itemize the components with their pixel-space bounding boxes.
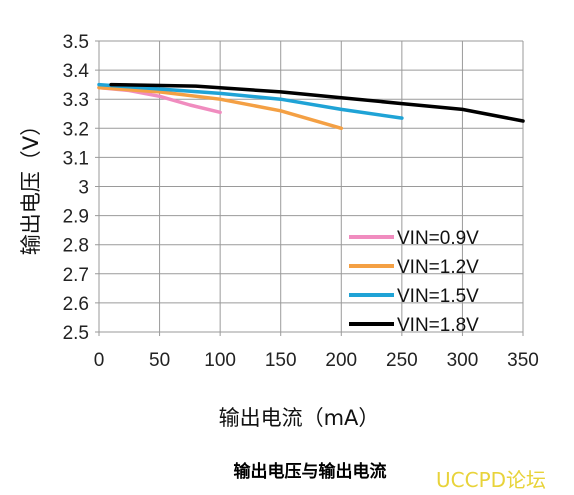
series-line-2 <box>97 85 344 131</box>
legend: VIN=0.9V VIN=1.2V VIN=1.5V VIN=1.8V <box>349 228 479 336</box>
series-line-4 <box>109 82 525 123</box>
y-tick-label: 3.1 <box>63 148 89 169</box>
legend-label-3: VIN=1.5V <box>397 286 479 307</box>
y-tick-label: 2.9 <box>63 207 89 228</box>
x-tick-label: 150 <box>265 350 297 371</box>
y-tick-label: 3.3 <box>63 90 89 111</box>
x-tick-label: 0 <box>94 350 105 371</box>
y-tick-label: 3.5 <box>63 32 89 53</box>
legend-label-4: VIN=1.8V <box>397 315 479 336</box>
x-tick-label: 50 <box>149 350 170 371</box>
y-tick-label: 2.7 <box>63 265 89 286</box>
watermark-text: UCCPD论坛 <box>436 468 546 492</box>
y-tick-label: 3 <box>78 178 89 199</box>
series-lines <box>97 82 525 131</box>
y-tick-label: 3.2 <box>63 119 89 140</box>
x-tick-label: 300 <box>447 350 479 371</box>
legend-label-1: VIN=0.9V <box>397 228 479 249</box>
series-line-3 <box>97 82 404 120</box>
y-tick-label: 3.4 <box>63 61 90 82</box>
x-tick-label: 250 <box>386 350 418 371</box>
y-tick-label: 2.6 <box>63 294 89 315</box>
y-tick-label: 2.5 <box>63 323 89 344</box>
x-tick-label: 100 <box>204 350 236 371</box>
grid-lines <box>95 40 524 336</box>
y-tick-label: 2.8 <box>63 236 89 257</box>
chart-title: 输出电压与输出电流 <box>234 461 387 482</box>
x-tick-label: 350 <box>507 350 539 371</box>
x-axis-title: 输出电流（mA） <box>219 406 380 430</box>
y-axis-title: 输出电压（V） <box>19 115 43 255</box>
y-axis-ticks: 2.5 2.6 2.7 2.8 2.9 3 3.1 3.2 3.3 3.4 3.5 <box>63 32 90 344</box>
x-axis-ticks: 0 50 100 150 200 250 300 350 <box>94 350 539 371</box>
legend-label-2: VIN=1.2V <box>397 257 479 278</box>
x-tick-label: 200 <box>325 350 357 371</box>
